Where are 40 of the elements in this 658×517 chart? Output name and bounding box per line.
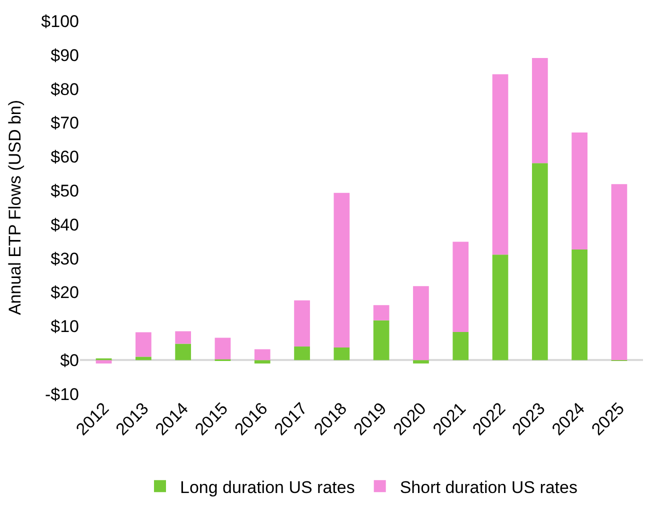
y-axis-title: Annual ETP Flows (USD bn) — [6, 100, 25, 316]
bar — [373, 320, 390, 360]
y-tick-label: $50 — [50, 182, 79, 200]
bar — [611, 184, 628, 360]
bar — [334, 192, 350, 348]
bar — [532, 58, 548, 164]
bar — [373, 305, 390, 320]
bar — [294, 346, 310, 360]
bar — [492, 74, 508, 255]
bar — [334, 348, 350, 360]
y-tick-label: $30 — [50, 249, 79, 268]
bar — [452, 332, 469, 360]
bar — [572, 132, 588, 250]
y-tick-label: $70 — [50, 114, 79, 133]
bar — [136, 332, 152, 357]
bar — [254, 360, 270, 364]
bar — [254, 349, 270, 360]
bar — [175, 331, 192, 344]
y-tick-label: $100 — [41, 12, 79, 31]
y-tick-label: $0 — [60, 351, 79, 370]
bar — [572, 250, 588, 360]
bar — [413, 360, 429, 364]
y-tick-label: $10 — [50, 317, 79, 336]
bar — [175, 344, 192, 360]
legend-label: Short duration US rates — [400, 478, 578, 497]
y-tick-label: $20 — [50, 283, 79, 302]
bar — [492, 254, 508, 360]
y-tick-label: $90 — [50, 46, 79, 65]
bar — [294, 300, 310, 347]
y-tick-label: $40 — [50, 215, 79, 234]
bar — [96, 360, 112, 364]
y-tick-label: -$10 — [44, 384, 79, 404]
bar — [413, 286, 429, 360]
bar — [532, 163, 548, 360]
y-tick-label: $80 — [50, 80, 79, 99]
bar — [452, 242, 469, 332]
bar — [214, 338, 231, 360]
y-tick-label: $60 — [50, 148, 79, 167]
bar — [136, 356, 152, 360]
legend-label: Long duration US rates — [180, 478, 355, 497]
